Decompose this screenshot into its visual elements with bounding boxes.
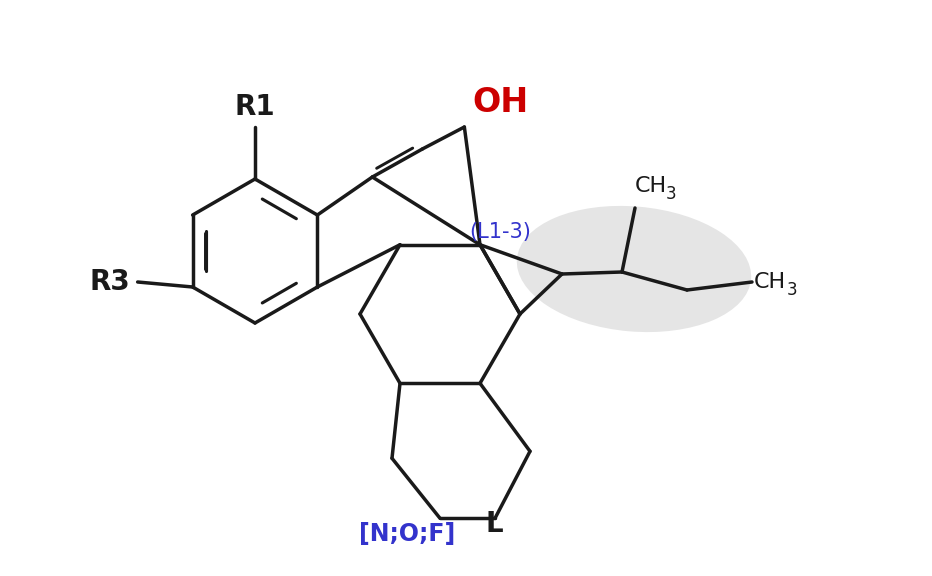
Text: CH: CH: [754, 272, 786, 292]
Text: 3: 3: [787, 281, 798, 299]
Text: OH: OH: [473, 86, 528, 119]
Text: R1: R1: [235, 93, 275, 121]
Ellipse shape: [517, 206, 751, 332]
Text: R3: R3: [89, 268, 130, 296]
Text: L: L: [486, 510, 503, 539]
Text: CH: CH: [635, 176, 667, 196]
Text: 3: 3: [666, 185, 677, 203]
Text: (L1-3): (L1-3): [469, 222, 531, 242]
Text: [N;O;F]: [N;O;F]: [359, 522, 456, 546]
